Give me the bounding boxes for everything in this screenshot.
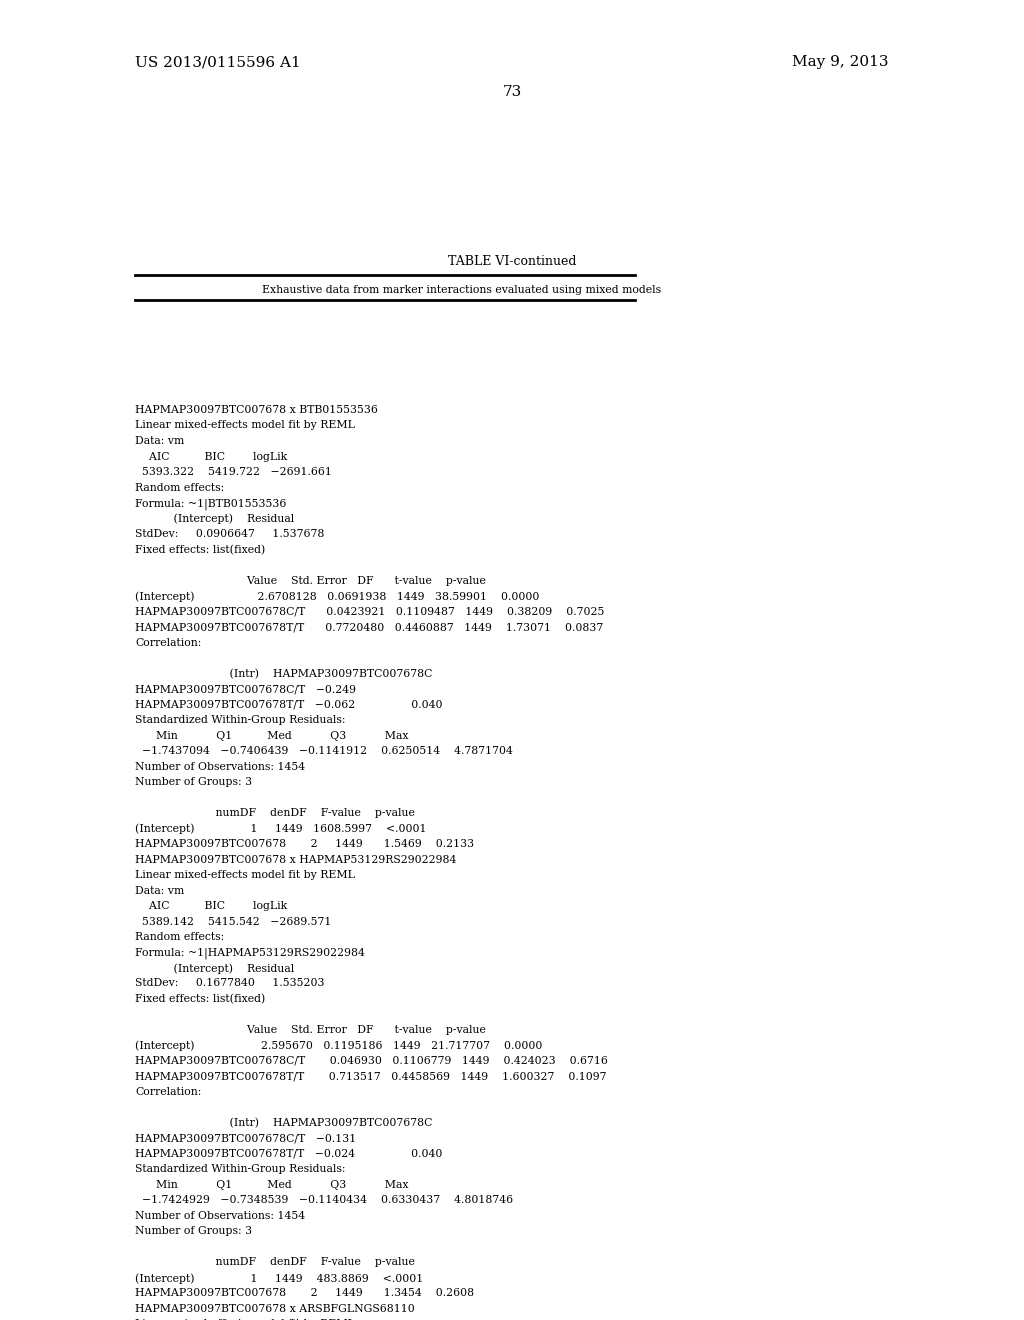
Text: Correlation:: Correlation: [135,1086,202,1097]
Text: HAPMAP30097BTC007678 x BTB01553536: HAPMAP30097BTC007678 x BTB01553536 [135,405,378,414]
Text: Correlation:: Correlation: [135,638,202,648]
Text: 5393.322    5419.722   −2691.661: 5393.322 5419.722 −2691.661 [135,467,332,477]
Text: −1.7424929   −0.7348539   −0.1140434    0.6330437    4.8018746: −1.7424929 −0.7348539 −0.1140434 0.63304… [135,1196,513,1205]
Text: HAPMAP30097BTC007678C/T       0.046930   0.1106779   1449    0.424023    0.6716: HAPMAP30097BTC007678C/T 0.046930 0.11067… [135,1056,608,1067]
Text: HAPMAP30097BTC007678T/T   −0.024                0.040: HAPMAP30097BTC007678T/T −0.024 0.040 [135,1148,442,1159]
Text: Min           Q1          Med           Q3           Max: Min Q1 Med Q3 Max [135,730,409,741]
Text: Fixed effects: list(fixed): Fixed effects: list(fixed) [135,545,265,554]
Text: 5389.142    5415.542   −2689.571: 5389.142 5415.542 −2689.571 [135,916,332,927]
Text: Value    Std. Error   DF      t-value    p-value: Value Std. Error DF t-value p-value [135,1026,485,1035]
Text: (Intercept)                   2.595670   0.1195186   1449   21.717707    0.0000: (Intercept) 2.595670 0.1195186 1449 21.7… [135,1040,543,1051]
Text: Number of Observations: 1454: Number of Observations: 1454 [135,1210,305,1221]
Text: Standardized Within-Group Residuals:: Standardized Within-Group Residuals: [135,1164,345,1175]
Text: Data: vm: Data: vm [135,886,184,895]
Text: (Intercept)                1     1449    483.8869    <.0001: (Intercept) 1 1449 483.8869 <.0001 [135,1272,423,1283]
Text: HAPMAP30097BTC007678T/T   −0.062                0.040: HAPMAP30097BTC007678T/T −0.062 0.040 [135,700,442,710]
Text: Exhaustive data from marker interactions evaluated using mixed models: Exhaustive data from marker interactions… [262,285,662,294]
Text: HAPMAP30097BTC007678T/T      0.7720480   0.4460887   1449    1.73071    0.0837: HAPMAP30097BTC007678T/T 0.7720480 0.4460… [135,622,603,632]
Text: Linear mixed-effects model fit by REML: Linear mixed-effects model fit by REML [135,421,355,430]
Text: AIC          BIC        logLik: AIC BIC logLik [135,451,288,462]
Text: HAPMAP30097BTC007678       2     1449      1.5469    0.2133: HAPMAP30097BTC007678 2 1449 1.5469 0.213… [135,840,474,849]
Text: HAPMAP30097BTC007678 x HAPMAP53129RS29022984: HAPMAP30097BTC007678 x HAPMAP53129RS2902… [135,854,457,865]
Text: Random effects:: Random effects: [135,932,224,942]
Text: StdDev:     0.0906647     1.537678: StdDev: 0.0906647 1.537678 [135,529,325,539]
Text: Fixed effects: list(fixed): Fixed effects: list(fixed) [135,994,265,1005]
Text: May 9, 2013: May 9, 2013 [793,55,889,69]
Text: (Intr)    HAPMAP30097BTC007678C: (Intr) HAPMAP30097BTC007678C [135,668,432,678]
Text: Standardized Within-Group Residuals:: Standardized Within-Group Residuals: [135,715,345,725]
Text: US 2013/0115596 A1: US 2013/0115596 A1 [135,55,301,69]
Text: numDF    denDF    F-value    p-value: numDF denDF F-value p-value [135,808,415,818]
Text: Random effects:: Random effects: [135,483,224,492]
Text: HAPMAP30097BTC007678T/T       0.713517   0.4458569   1449    1.600327    0.1097: HAPMAP30097BTC007678T/T 0.713517 0.44585… [135,1072,606,1081]
Text: (Intr)    HAPMAP30097BTC007678C: (Intr) HAPMAP30097BTC007678C [135,1118,432,1129]
Text: Number of Observations: 1454: Number of Observations: 1454 [135,762,305,771]
Text: AIC          BIC        logLik: AIC BIC logLik [135,902,288,911]
Text: 73: 73 [503,84,521,99]
Text: HAPMAP30097BTC007678C/T   −0.131: HAPMAP30097BTC007678C/T −0.131 [135,1134,356,1143]
Text: StdDev:     0.1677840     1.535203: StdDev: 0.1677840 1.535203 [135,978,325,989]
Text: HAPMAP30097BTC007678       2     1449      1.3454    0.2608: HAPMAP30097BTC007678 2 1449 1.3454 0.260… [135,1288,474,1299]
Text: Linear mixed-effects model fit by REML: Linear mixed-effects model fit by REML [135,870,355,880]
Text: −1.7437094   −0.7406439   −0.1141912    0.6250514    4.7871704: −1.7437094 −0.7406439 −0.1141912 0.62505… [135,746,513,756]
Text: (Intercept)                  2.6708128   0.0691938   1449   38.59901    0.0000: (Intercept) 2.6708128 0.0691938 1449 38.… [135,591,540,602]
Text: Data: vm: Data: vm [135,436,184,446]
Text: HAPMAP30097BTC007678 x ARSBFGLNGS68110: HAPMAP30097BTC007678 x ARSBFGLNGS68110 [135,1304,415,1313]
Text: (Intercept)                1     1449   1608.5997    <.0001: (Intercept) 1 1449 1608.5997 <.0001 [135,824,427,834]
Text: (Intercept)    Residual: (Intercept) Residual [135,513,294,524]
Text: Formula: ~1|BTB01553536: Formula: ~1|BTB01553536 [135,498,287,510]
Text: HAPMAP30097BTC007678C/T   −0.249: HAPMAP30097BTC007678C/T −0.249 [135,684,356,694]
Text: TABLE VI-continued: TABLE VI-continued [447,255,577,268]
Text: HAPMAP30097BTC007678C/T      0.0423921   0.1109487   1449    0.38209    0.7025: HAPMAP30097BTC007678C/T 0.0423921 0.1109… [135,606,604,616]
Text: Number of Groups: 3: Number of Groups: 3 [135,777,252,787]
Text: Formula: ~1|HAPMAP53129RS29022984: Formula: ~1|HAPMAP53129RS29022984 [135,948,365,960]
Text: Value    Std. Error   DF      t-value    p-value: Value Std. Error DF t-value p-value [135,576,485,586]
Text: (Intercept)    Residual: (Intercept) Residual [135,964,294,974]
Text: Number of Groups: 3: Number of Groups: 3 [135,1226,252,1237]
Text: numDF    denDF    F-value    p-value: numDF denDF F-value p-value [135,1258,415,1267]
Text: Min           Q1          Med           Q3           Max: Min Q1 Med Q3 Max [135,1180,409,1191]
